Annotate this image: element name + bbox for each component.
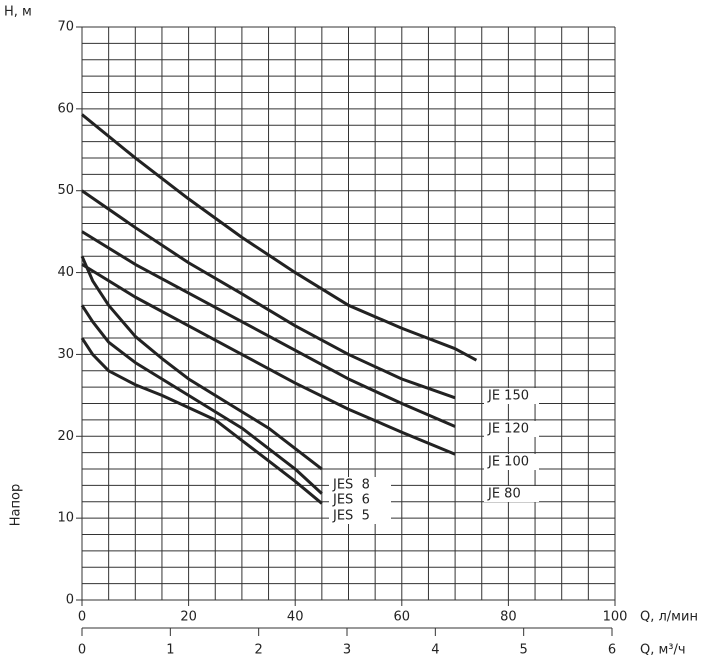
- y-tick-label: 30: [57, 347, 74, 362]
- label-bg: [329, 492, 391, 508]
- label-bg: [484, 421, 539, 437]
- series-label: JE 150: [487, 389, 529, 404]
- x-tick-label: 100: [603, 610, 628, 625]
- x-label: Q, л/мин: [640, 610, 698, 625]
- x2-tick-label: 5: [520, 643, 528, 658]
- x2-tick-label: 1: [166, 643, 174, 658]
- x2-tick-label: 3: [343, 643, 351, 658]
- y-tick-label: 50: [57, 183, 74, 198]
- y-tick-label: 10: [57, 511, 74, 526]
- series-label: JES 6: [332, 493, 370, 508]
- curve: [80, 255, 323, 471]
- y-axis-title: Напор: [9, 484, 24, 526]
- x-tick-label: 40: [287, 610, 304, 625]
- curve: [81, 263, 456, 456]
- label-bg: [484, 388, 539, 404]
- y-tick-label: 0: [66, 593, 74, 608]
- x-tick-label: 60: [394, 610, 411, 625]
- series-label: JES 5: [332, 509, 370, 524]
- curve: [80, 337, 323, 505]
- curve: [80, 304, 323, 495]
- y-tick-label: 40: [57, 265, 74, 280]
- x-tick-label: 20: [180, 610, 197, 625]
- label-bg: [329, 508, 391, 524]
- x2-label: Q, м³/ч: [640, 643, 686, 658]
- label-bg: [484, 486, 539, 502]
- x2-tick-label: 2: [255, 643, 263, 658]
- y-tick-label: 60: [57, 101, 74, 116]
- y-tick-label: 70: [57, 20, 74, 35]
- series-label: JE 120: [487, 422, 529, 437]
- label-bg: [484, 454, 539, 470]
- x-tick-label: 0: [78, 610, 86, 625]
- curve: [81, 230, 456, 428]
- series-label: JES 8: [332, 478, 370, 493]
- curve: [81, 189, 456, 400]
- y-label: H, м: [4, 5, 32, 20]
- y-tick-label: 20: [57, 429, 74, 444]
- x-tick-label: 80: [500, 610, 517, 625]
- series-label: JE 80: [487, 487, 521, 502]
- curve: [81, 113, 478, 362]
- x2-tick-label: 4: [431, 643, 439, 658]
- series-label: JE 100: [487, 455, 529, 470]
- label-bg: [329, 477, 391, 493]
- x2-tick-label: 0: [78, 643, 86, 658]
- x2-tick-label: 6: [608, 643, 616, 658]
